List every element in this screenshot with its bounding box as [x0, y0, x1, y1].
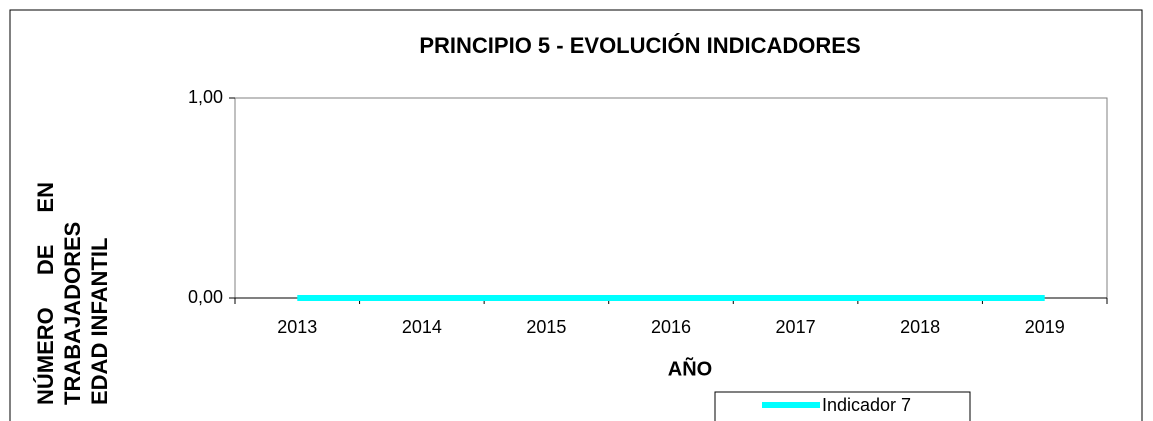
plot-area [234, 97, 1108, 299]
y-tick-label: 0,00 [188, 287, 223, 307]
x-tick-label: 2019 [1025, 317, 1065, 337]
x-tick-label: 2016 [651, 317, 691, 337]
x-tick-label: 2013 [277, 317, 317, 337]
x-tick-label: 2015 [526, 317, 566, 337]
y-axis-label-line: TRABAJADORES [59, 221, 85, 405]
y-axis-label: NÚMERO DE EN TRABAJADORES EDAD INFANTIL [32, 182, 113, 405]
chart-title: PRINCIPIO 5 - EVOLUCIÓN INDICADORES [419, 33, 860, 58]
x-axis-label: AÑO [668, 357, 712, 380]
x-tick-label: 2014 [402, 317, 442, 337]
chart-frame [9, 9, 1143, 421]
y-axis-label-line: EDAD INFANTIL [86, 237, 112, 405]
x-tick-label: 2018 [900, 317, 940, 337]
y-axis-label-line: NÚMERO DE EN [32, 181, 58, 405]
y-tick-label: 1,00 [188, 87, 223, 107]
x-tick-label: 2017 [776, 317, 816, 337]
legend-label: Indicador 7 [822, 395, 911, 415]
legend-box [714, 391, 971, 421]
